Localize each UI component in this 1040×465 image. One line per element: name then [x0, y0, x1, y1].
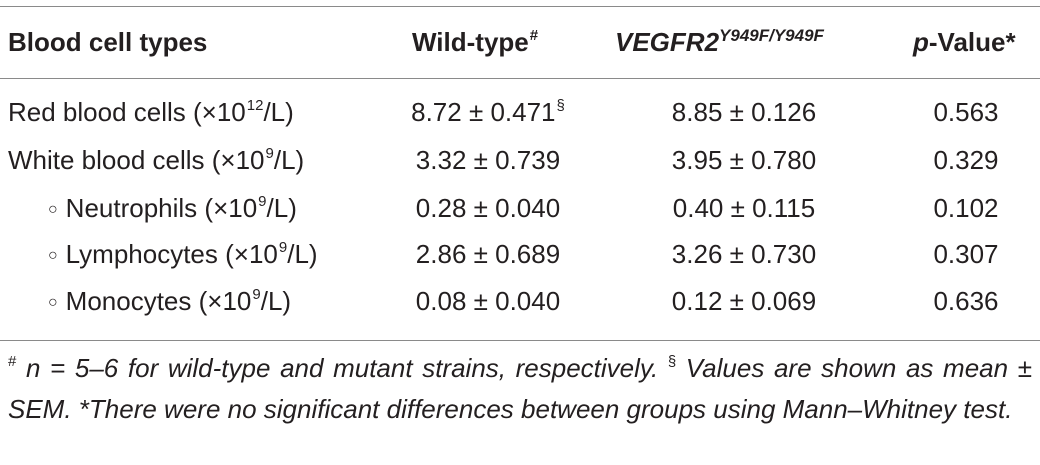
row-label-red-blood-cells: Red blood cells (×1012/L)	[8, 97, 294, 127]
cell-mutant: 8.85 ± 0.126	[671, 97, 817, 127]
cell-mutant: 3.26 ± 0.730	[671, 239, 817, 269]
cell-p-value: 0.329	[933, 145, 999, 175]
cell-wild-type: 2.86 ± 0.689	[415, 239, 561, 269]
row-label-neutrophils: ○ Neutrophils (×109/L)	[48, 193, 297, 223]
bullet-icon: ○	[48, 201, 58, 218]
row-label-lymphocytes: ○ Lymphocytes (×109/L)	[48, 239, 318, 269]
header-wild-type-sup: #	[529, 27, 539, 44]
row-label-white-blood-cells: White blood cells (×109/L)	[8, 145, 305, 175]
cell-wild-type: 8.72 ± 0.471§	[411, 97, 565, 127]
table-footnote: # n = 5–6 for wild-type and mutant strai…	[8, 353, 1032, 424]
cell-mutant: 0.40 ± 0.115	[672, 193, 816, 223]
cell-wild-type: 0.28 ± 0.040	[415, 193, 561, 223]
cell-wild-type: 3.32 ± 0.739	[415, 145, 561, 175]
cell-wild-type: 0.08 ± 0.040	[415, 286, 561, 316]
cell-p-value: 0.102	[933, 193, 999, 223]
cell-mutant: 0.12 ± 0.069	[671, 286, 817, 316]
table-top-rule	[0, 6, 1040, 7]
cell-p-value: 0.307	[933, 239, 999, 269]
cell-p-value: 0.636	[933, 286, 999, 316]
table-bottom-rule	[0, 340, 1040, 341]
header-wild-type: Wild-type#	[412, 27, 539, 57]
bullet-icon: ○	[48, 247, 58, 264]
row-label-monocytes: ○ Monocytes (×109/L)	[48, 286, 292, 316]
cell-p-value: 0.563	[933, 97, 999, 127]
cell-mutant: 3.95 ± 0.780	[671, 145, 817, 175]
table-header-rule	[0, 78, 1040, 79]
bullet-icon: ○	[48, 294, 58, 311]
header-mutant: VEGFR2Y949F/Y949F	[615, 26, 824, 57]
header-mutant-sup: Y949F/Y949F	[719, 26, 824, 45]
header-p-value: p-Value*	[913, 27, 1016, 57]
header-blood-cell-types: Blood cell types	[8, 27, 208, 57]
